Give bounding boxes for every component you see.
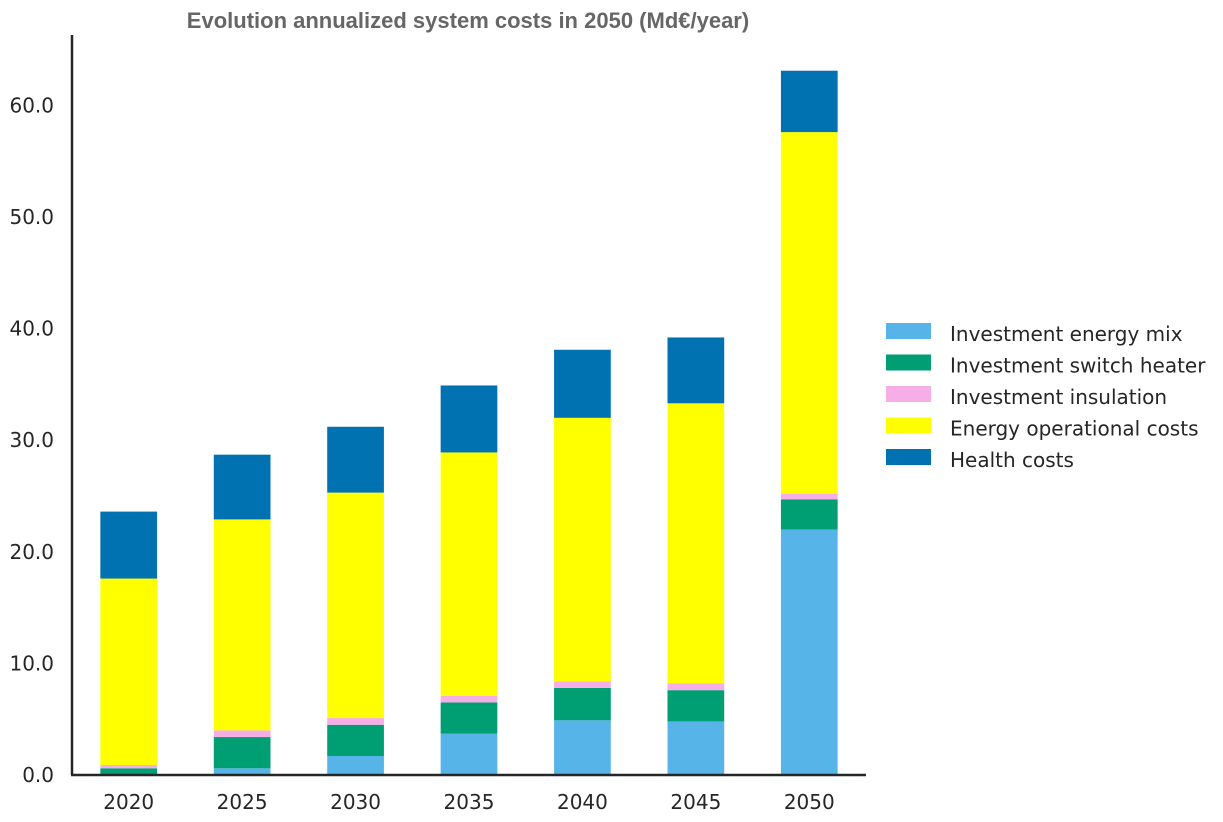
legend-swatch [886,354,931,371]
legend-label: Investment energy mix [950,322,1183,346]
bar-2040-series-2 [554,681,611,688]
bar-2035-series-4 [440,385,498,453]
bar-2020-series-1 [100,768,158,775]
y-tick-label: 0.0 [22,763,54,787]
x-tick-label: 2050 [784,790,835,814]
bar-2040-series-3 [554,417,611,682]
bar-2045-series-0 [667,721,725,775]
bar-2035-series-0 [440,733,498,775]
bar-2050-series-3 [780,132,838,494]
chart-title: Evolution annualized system costs in 205… [187,8,749,33]
bar-2025-series-3 [213,519,271,731]
legend-swatch [886,386,931,402]
bar-2025-series-0 [213,768,271,775]
y-tick-label: 50.0 [9,205,54,229]
bar-2045-series-1 [667,690,725,722]
bar-2050-series-2 [780,493,838,500]
legend-label: Investment switch heater [950,354,1206,378]
bar-2040-series-0 [554,720,611,775]
x-tick-label: 2045 [670,790,721,814]
bar-2025-series-1 [213,737,271,769]
bar-2035-series-2 [440,695,498,703]
bar-2025-series-4 [213,454,271,520]
y-tick-label: 60.0 [9,93,54,117]
bar-2030-series-1 [327,724,384,757]
x-axis-ticks: 2020 2025 2030 2035 2040 2045 2050 [103,790,834,814]
x-tick-label: 2040 [557,790,608,814]
bar-2030-series-4 [327,426,384,493]
bar-2035-series-1 [440,702,498,734]
bar-2045-series-4 [667,337,725,404]
bar-2050-series-4 [780,70,838,133]
bar-2040-series-4 [554,349,611,418]
x-tick-label: 2035 [444,790,495,814]
legend-swatch [886,417,931,434]
y-tick-label: 10.0 [9,651,54,675]
x-tick-label: 2030 [330,790,381,814]
bar-2050-series-0 [780,529,838,775]
legend-swatch [886,449,931,465]
legend-label: Energy operational costs [950,417,1199,441]
bar-2045-series-3 [667,403,725,684]
y-axis-ticks: 0.0 10.0 20.0 30.0 40.0 50.0 60.0 [9,93,54,787]
y-tick-label: 20.0 [9,540,54,564]
bar-2030-series-3 [327,492,384,719]
legend-label: Investment insulation [950,385,1167,409]
bars-group [100,70,838,775]
legend-label: Health costs [950,448,1074,472]
bar-2035-series-3 [440,452,498,696]
bar-2020-series-3 [100,578,158,765]
y-tick-label: 30.0 [9,428,54,452]
bar-2020-series-2 [100,764,158,769]
legend-swatch [886,323,931,339]
bar-2020-series-4 [100,511,158,579]
legend: Investment energy mix Investment switch h… [886,322,1206,472]
x-tick-label: 2020 [103,790,154,814]
bar-2030-series-2 [327,718,384,725]
bar-2030-series-0 [327,756,384,775]
y-tick-label: 40.0 [9,317,54,341]
bar-2040-series-1 [554,687,611,721]
bar-2025-series-2 [213,730,271,738]
x-tick-label: 2025 [217,790,268,814]
bar-2050-series-1 [780,499,838,530]
bar-2045-series-2 [667,683,725,691]
